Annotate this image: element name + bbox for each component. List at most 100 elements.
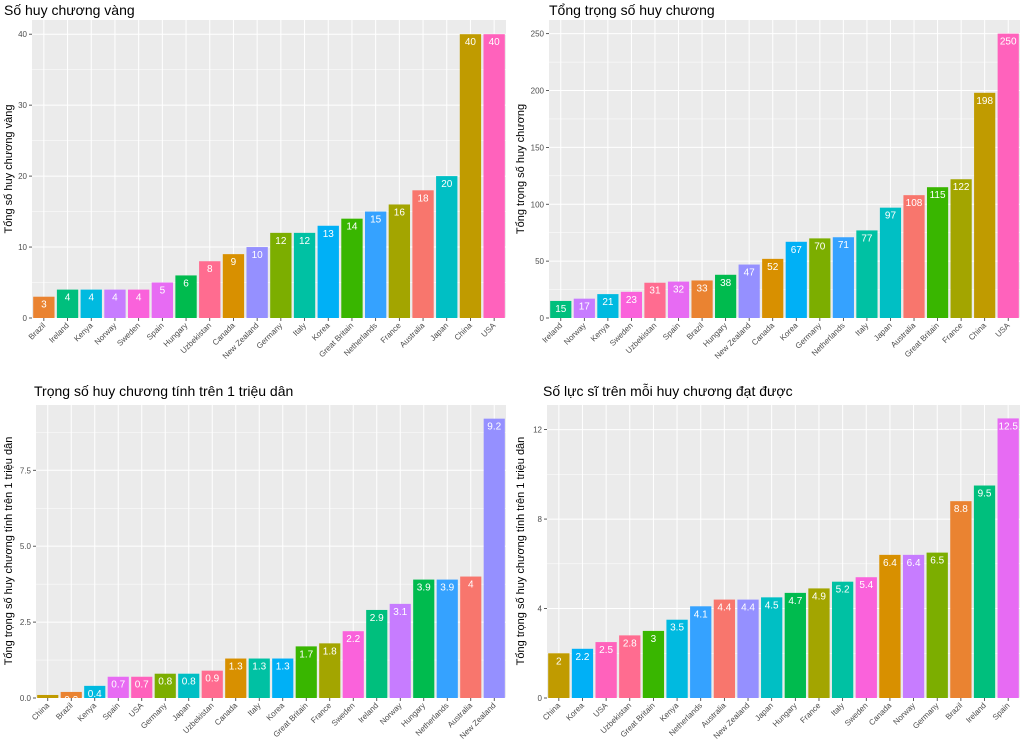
data-label: 31 (649, 286, 661, 297)
x-tick-label: Kenya (76, 701, 99, 724)
data-label: 2.5 (599, 645, 613, 656)
panel-background (547, 405, 1020, 698)
bar-ireland (56, 289, 79, 318)
data-label: 2.2 (576, 652, 590, 663)
bar-hungary (413, 579, 435, 698)
x-tick-label: Brazil (944, 701, 965, 722)
bar-korea (272, 658, 294, 698)
data-label: 5.2 (836, 585, 850, 596)
data-label: 21 (602, 297, 614, 308)
y-tick-label: 12 (533, 426, 542, 435)
bar-ireland (366, 609, 388, 698)
bar-uzbekistan (201, 670, 223, 698)
bar-canada (879, 554, 901, 698)
data-label: 18 (417, 193, 429, 204)
bar-sweden (127, 289, 150, 318)
y-tick-label: 50 (535, 257, 544, 266)
y-tick-label: 0 (538, 694, 543, 703)
y-tick-label: 40 (18, 30, 27, 39)
data-label: 9 (231, 257, 237, 268)
data-label: 8 (207, 264, 213, 275)
bar-usa (131, 676, 153, 698)
chart-title: Số lực sĩ trên mỗi huy chương đạt được (543, 383, 793, 399)
bar-germany (154, 673, 176, 698)
data-label: 4.4 (717, 603, 731, 614)
x-tick-label: France (941, 321, 965, 345)
bar-italy (831, 581, 854, 698)
chart-panel-4: 048122China2.2Korea2.5USA2.8Uzbekistan3G… (515, 383, 1020, 741)
x-tick-label: USA (592, 701, 610, 719)
bar-japan (178, 673, 200, 698)
x-tick-label: Korea (564, 701, 586, 723)
bar-kenya (597, 294, 619, 318)
bar-ireland (973, 485, 996, 698)
data-label: 4.9 (812, 591, 826, 602)
data-label: 115 (930, 190, 946, 201)
bar-brazil (950, 501, 972, 698)
data-label: 12.5 (998, 421, 1018, 432)
data-label: 3 (41, 300, 47, 311)
bar-spain (151, 282, 174, 318)
bar-spain (667, 281, 690, 318)
bar-korea (571, 648, 594, 698)
data-label: 5 (160, 286, 166, 297)
data-label: 14 (346, 222, 358, 233)
bar-france (319, 643, 341, 698)
data-label: 38 (720, 278, 732, 289)
y-tick-label: 4 (538, 605, 543, 614)
data-label: 2.8 (623, 638, 637, 649)
x-tick-label: Hungary (771, 701, 799, 729)
bar-ireland (550, 300, 572, 318)
bar-new-zealand (246, 247, 268, 318)
data-label: 0.8 (182, 677, 196, 688)
panel-background (32, 20, 506, 318)
bar-canada (762, 258, 784, 318)
bar-australia (713, 599, 736, 698)
bar-china (974, 92, 996, 319)
data-label: 20 (441, 179, 453, 190)
bar-spain (107, 676, 129, 698)
y-tick-label: 5.0 (20, 542, 32, 551)
bar-netherlands (832, 237, 854, 318)
bar-usa (595, 642, 617, 698)
data-label: 13 (323, 229, 335, 240)
data-label: 3 (651, 634, 657, 645)
bar-uzbekistan (619, 635, 641, 698)
data-label: 6.4 (883, 558, 897, 569)
x-tick-label: Italy (291, 321, 308, 338)
bar-uzbekistan (644, 282, 666, 318)
data-label: 250 (1000, 37, 1017, 48)
x-tick-label: Korea (310, 321, 332, 343)
x-tick-label: Japan (872, 321, 894, 343)
y-tick-label: 0 (540, 314, 545, 323)
bar-norway (389, 603, 411, 698)
bar-brazil (33, 296, 55, 318)
data-label: 6 (183, 278, 189, 289)
data-label: 40 (489, 37, 501, 48)
data-label: 23 (626, 295, 638, 306)
bar-korea (317, 225, 339, 318)
bar-sweden (620, 291, 643, 318)
x-tick-label: Australia (398, 321, 427, 350)
bar-italy (248, 658, 270, 698)
data-label: 0.1 (41, 698, 55, 709)
data-label: 122 (953, 182, 970, 193)
data-label: 70 (814, 241, 826, 252)
bar-kenya (84, 685, 106, 698)
bar-australia (903, 195, 925, 318)
chart-panel-3: 0.02.55.07.50.1China0.2Brazil0.4Kenya0.7… (3, 383, 506, 741)
data-label: 12 (275, 236, 287, 247)
y-axis-label: Tổng trọng số huy chương (515, 104, 527, 234)
x-tick-label: Brazil (27, 321, 48, 342)
data-label: 77 (861, 233, 873, 244)
chart-panel-1: 0102030403Brazil4Ireland4Kenya4Norway4Sw… (3, 2, 506, 361)
data-label: 0.9 (205, 674, 219, 685)
data-label: 12 (299, 236, 311, 247)
data-label: 32 (673, 285, 685, 296)
y-tick-label: 100 (531, 200, 545, 209)
x-tick-label: China (967, 321, 989, 343)
bar-hungary (715, 274, 737, 318)
y-tick-label: 8 (538, 515, 543, 524)
